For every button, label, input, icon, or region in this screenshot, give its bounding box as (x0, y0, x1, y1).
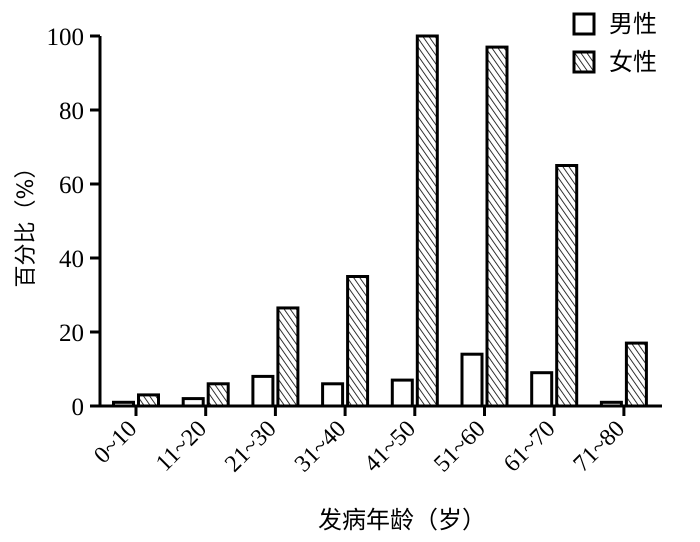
female-bar (624, 341, 648, 408)
x-tick-label: 61~70 (499, 416, 561, 478)
x-tick-label: 21~30 (220, 416, 282, 478)
male-bar (460, 352, 484, 408)
y-tick-label: 20 (59, 320, 84, 347)
y-tick-label: 40 (59, 246, 84, 273)
bars (112, 34, 648, 408)
female-bar (485, 45, 509, 408)
ticks: 0 20 40 60 80 100 0~10 11~20 21~30 31~40 41~50 51~6… (47, 24, 631, 477)
female-bar (137, 393, 160, 408)
male-bar (530, 371, 554, 408)
y-axis-label: 百分比（%） (14, 157, 39, 288)
female-bar (555, 164, 579, 408)
female-bar (206, 382, 230, 408)
male-bar (251, 374, 275, 408)
y-tick-label: 80 (59, 98, 84, 125)
x-tick-label: 0~10 (89, 416, 142, 469)
male-bar (390, 378, 414, 408)
male-bar (599, 400, 623, 408)
y-tick-label: 0 (72, 394, 85, 421)
legend-label-female: 女性 (609, 48, 657, 76)
legend-swatch-male (572, 12, 596, 36)
male-bar (181, 397, 205, 408)
legend-label-male: 男性 (609, 10, 657, 38)
x-tick-label: 11~20 (151, 416, 212, 477)
x-axis-label: 发病年龄（岁） (318, 506, 486, 534)
female-bar (346, 275, 370, 408)
y-tick-label: 100 (47, 24, 85, 51)
y-tick-label: 60 (59, 172, 84, 199)
male-bar (321, 382, 345, 408)
x-tick-label: 41~50 (360, 416, 422, 478)
x-tick-label: 31~40 (290, 416, 352, 478)
male-bar (112, 400, 135, 408)
female-bar (276, 306, 300, 408)
female-bar (415, 34, 439, 408)
x-tick-label: 51~60 (429, 416, 491, 478)
x-tick-label: 71~80 (569, 416, 631, 478)
legend-swatch-female (572, 50, 596, 74)
